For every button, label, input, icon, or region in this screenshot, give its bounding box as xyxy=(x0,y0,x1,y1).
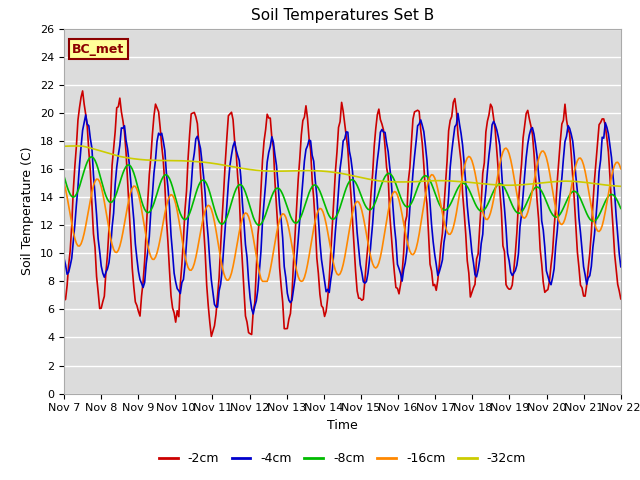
-16cm xyxy=(589,213,596,218)
-8cm xyxy=(130,170,138,176)
-8cm xyxy=(257,221,265,227)
-4cm xyxy=(129,199,136,205)
-8cm xyxy=(255,222,263,228)
-4cm xyxy=(305,137,313,143)
Line: -2cm: -2cm xyxy=(64,91,621,336)
-8cm xyxy=(307,186,314,192)
-8cm xyxy=(228,200,236,205)
Title: Soil Temperatures Set B: Soil Temperatures Set B xyxy=(251,9,434,24)
-32cm xyxy=(588,180,595,186)
Legend: -2cm, -4cm, -8cm, -16cm, -32cm: -2cm, -4cm, -8cm, -16cm, -32cm xyxy=(154,447,531,470)
-32cm xyxy=(228,164,236,169)
Text: BC_met: BC_met xyxy=(72,43,125,56)
-16cm xyxy=(259,278,266,284)
-4cm xyxy=(255,267,263,273)
-32cm xyxy=(130,156,138,162)
-4cm xyxy=(617,264,625,270)
X-axis label: Time: Time xyxy=(327,419,358,432)
Y-axis label: Soil Temperature (C): Soil Temperature (C) xyxy=(22,147,35,276)
-16cm xyxy=(617,166,625,172)
-8cm xyxy=(60,173,68,179)
-2cm xyxy=(229,117,237,123)
Line: -32cm: -32cm xyxy=(64,146,621,186)
-8cm xyxy=(617,205,625,211)
-16cm xyxy=(502,145,510,151)
-8cm xyxy=(246,204,254,210)
-2cm xyxy=(130,284,138,289)
-8cm xyxy=(589,218,596,224)
-2cm xyxy=(60,298,68,303)
-2cm xyxy=(248,332,255,337)
-16cm xyxy=(226,275,234,280)
-2cm xyxy=(617,296,625,302)
-16cm xyxy=(60,180,68,186)
-2cm xyxy=(79,88,86,94)
-4cm xyxy=(226,162,234,168)
Line: -8cm: -8cm xyxy=(64,157,621,225)
-32cm xyxy=(305,168,313,173)
-32cm xyxy=(617,183,625,189)
-4cm xyxy=(244,277,252,283)
-2cm xyxy=(589,202,596,207)
-4cm xyxy=(589,244,596,250)
Line: -16cm: -16cm xyxy=(64,148,621,281)
-4cm xyxy=(60,255,68,261)
-2cm xyxy=(207,334,215,339)
-32cm xyxy=(60,144,68,149)
-16cm xyxy=(244,214,252,220)
-2cm xyxy=(257,186,265,192)
-32cm xyxy=(71,143,79,149)
-8cm xyxy=(88,154,96,160)
-4cm xyxy=(454,110,462,116)
-32cm xyxy=(246,167,254,172)
-32cm xyxy=(255,168,263,173)
-16cm xyxy=(305,253,313,259)
-4cm xyxy=(250,311,257,317)
-2cm xyxy=(307,147,314,153)
-16cm xyxy=(129,185,136,191)
Line: -4cm: -4cm xyxy=(64,113,621,314)
-16cm xyxy=(254,262,262,268)
